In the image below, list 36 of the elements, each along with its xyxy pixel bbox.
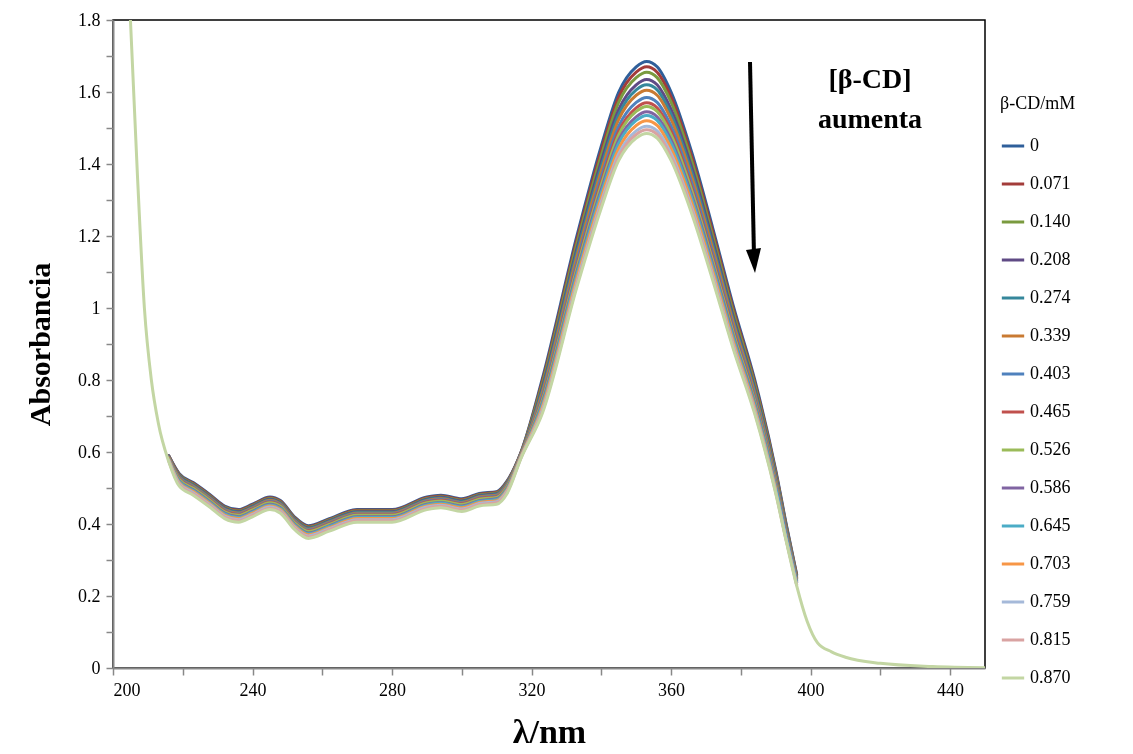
y-axis-title: Absorbancia [23,262,56,427]
y-tick-label: 0.4 [78,513,101,534]
x-tick-label: 440 [937,679,965,700]
x-tick-label: 200 [113,679,141,700]
y-tick-label: 0 [91,657,101,678]
legend-label: 0.526 [1030,439,1071,459]
y-tick-label: 1.2 [78,225,101,246]
y-tick-label: 1.8 [78,9,101,30]
y-tick-label: 1.6 [78,81,101,102]
x-tick-label: 400 [797,679,825,700]
y-tick-label: 1 [91,297,101,318]
legend-label: 0.815 [1030,629,1071,649]
legend-label: 0.465 [1030,401,1071,421]
legend-label: 0 [1030,135,1039,155]
x-tick-label: 360 [658,679,686,700]
y-tick-label: 1.4 [78,153,101,174]
y-tick-label: 0.2 [78,585,101,606]
legend-label: 0.645 [1030,515,1071,535]
legend-label: 0.208 [1030,249,1071,269]
legend-label: 0.339 [1030,325,1071,345]
legend-label: 0.759 [1030,591,1071,611]
x-tick-label: 240 [239,679,267,700]
annotation: [β-CD] aumenta [817,63,923,134]
legend-label: 0.274 [1030,287,1071,307]
legend-title: β-CD/mM [1000,93,1076,113]
legend-label: 0.071 [1030,173,1071,193]
legend-label: 0.703 [1030,553,1071,573]
y-tick-label: 0.8 [78,369,101,390]
x-tick-label: 280 [379,679,407,700]
x-tick-label: 320 [518,679,546,700]
legend-label: 0.586 [1030,477,1071,497]
legend-label: 0.870 [1030,667,1071,687]
legend-label: 0.140 [1030,211,1071,231]
x-axis-title: λ/nm [512,712,587,750]
legend-label: 0.403 [1030,363,1071,383]
y-tick-label: 0.6 [78,441,101,462]
